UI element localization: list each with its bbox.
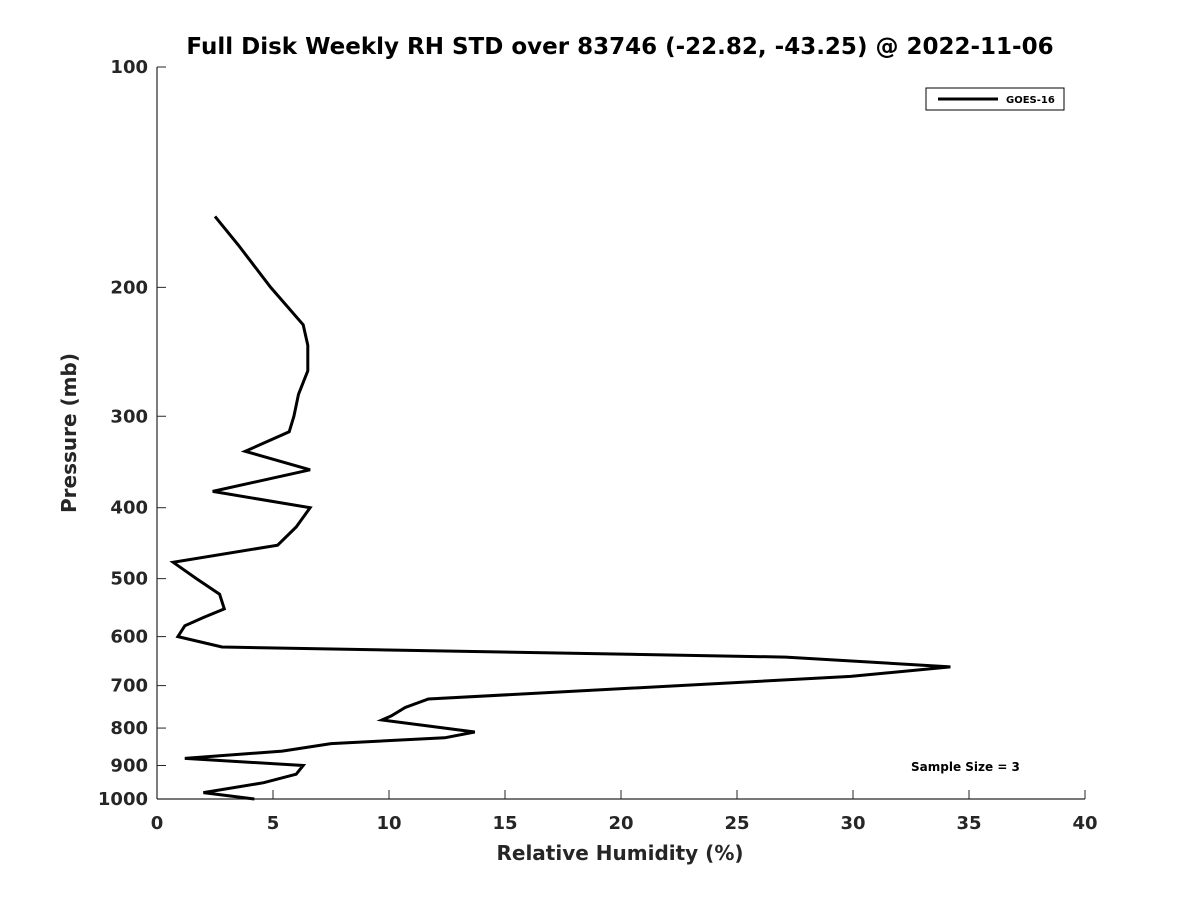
y-axis-ticks: 100 200 300 400 500 600 700 800 900 1000	[98, 57, 166, 810]
y-tick-label: 1000	[98, 789, 148, 810]
y-tick-label: 300	[110, 406, 148, 427]
legend-label: GOES-16	[1006, 95, 1055, 106]
x-tick-label: 20	[608, 813, 633, 834]
y-axis-label: Pressure (mb)	[57, 353, 81, 513]
x-tick-label: 5	[267, 813, 280, 834]
x-tick-label: 0	[151, 813, 164, 834]
series-layer	[169, 215, 951, 801]
x-tick-label: 35	[956, 813, 981, 834]
x-tick-label: 10	[376, 813, 401, 834]
y-tick-label: 700	[110, 676, 148, 697]
y-tick-label: 100	[110, 57, 148, 78]
y-tick-label: 900	[110, 756, 148, 777]
y-tick-label: 800	[110, 718, 148, 739]
x-tick-label: 25	[724, 813, 749, 834]
sample-size-note: Sample Size = 3	[911, 760, 1020, 774]
x-axis-label: Relative Humidity (%)	[496, 841, 743, 865]
y-tick-label: 600	[110, 627, 148, 648]
legend: GOES-16	[925, 87, 1065, 111]
x-tick-label: 15	[492, 813, 517, 834]
y-tick-label: 400	[110, 498, 148, 519]
chart-title: Full Disk Weekly RH STD over 83746 (-22.…	[186, 34, 1053, 60]
x-tick-label: 40	[1072, 813, 1097, 834]
x-tick-label: 30	[840, 813, 865, 834]
y-tick-label: 500	[110, 569, 148, 590]
x-axis-ticks: 0 5 10 15 20 25 30 35 40	[151, 790, 1098, 834]
series-line-goes-16	[169, 215, 951, 801]
y-tick-label: 200	[110, 277, 148, 298]
